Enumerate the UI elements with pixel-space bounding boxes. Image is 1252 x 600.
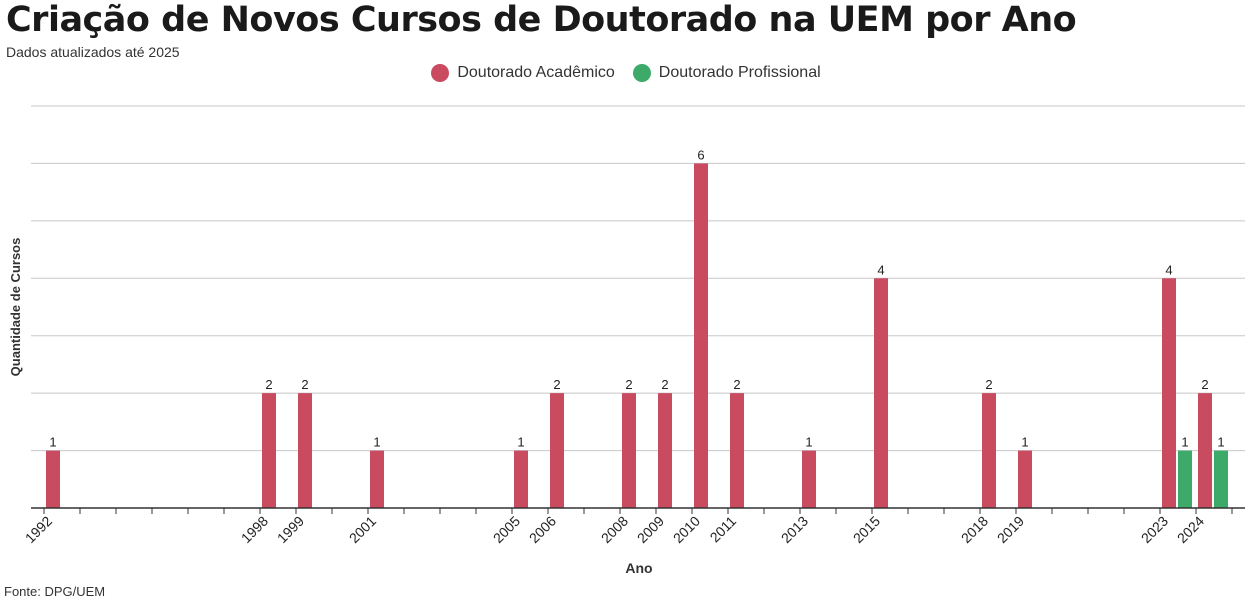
data-label-academico-2009: 2 — [661, 377, 668, 392]
data-label-academico-2001: 1 — [373, 435, 380, 450]
bar-academico-1992[interactable] — [46, 450, 60, 508]
x-tick-label-2006: 2006 — [526, 513, 559, 546]
data-labels: 1 2 2 1 1 2 2 2 6 2 1 4 2 1 4 2 1 1 — [49, 147, 1224, 449]
data-label-academico-2008: 2 — [625, 377, 632, 392]
bar-academico-2006[interactable] — [550, 393, 564, 508]
data-label-academico-2006: 2 — [553, 377, 560, 392]
data-label-academico-2018: 2 — [985, 377, 992, 392]
data-label-academico-1998: 2 — [265, 377, 272, 392]
x-tick-label-2001: 2001 — [346, 513, 379, 546]
data-label-academico-2019: 1 — [1021, 435, 1028, 450]
legend-swatch-profissional — [632, 64, 651, 82]
data-label-academico-1999: 2 — [301, 377, 308, 392]
bar-academico-2024[interactable] — [1198, 393, 1212, 508]
x-tick-label-2011: 2011 — [707, 513, 740, 546]
source-note: Fonte: DPG/UEM — [4, 584, 106, 599]
x-tick-label-2013: 2013 — [778, 513, 811, 546]
bar-academico-2019[interactable] — [1018, 450, 1032, 508]
data-label-academico-1992: 1 — [49, 435, 56, 450]
x-tick-label-2005: 2005 — [490, 513, 523, 546]
data-label-academico-2013: 1 — [805, 435, 812, 450]
bar-academico-2009[interactable] — [658, 393, 672, 508]
chart-legend: Doutorado Acadêmico Doutorado Profission… — [0, 64, 1252, 82]
bar-academico-2013[interactable] — [802, 450, 816, 508]
x-tick-label-2023: 2023 — [1138, 513, 1171, 546]
legend-swatch-academico — [431, 64, 450, 82]
bar-academico-1998[interactable] — [262, 393, 276, 508]
bar-academico-2005[interactable] — [514, 450, 528, 508]
legend-item-academico[interactable]: Doutorado Acadêmico — [431, 64, 615, 82]
data-label-academico-2023: 4 — [1165, 262, 1172, 277]
bar-profissional-2024[interactable] — [1214, 450, 1228, 508]
x-tick-label-2024: 2024 — [1174, 513, 1207, 546]
x-tick-label-1992: 1992 — [22, 513, 55, 546]
bar-academico-2011[interactable] — [730, 393, 744, 508]
chart-subtitle: Dados atualizados até 2025 — [6, 44, 180, 60]
bar-academico-2018[interactable] — [982, 393, 996, 508]
data-label-academico-2005: 1 — [517, 435, 524, 450]
data-label-academico-2010: 6 — [697, 147, 704, 162]
bars — [46, 163, 1228, 508]
data-label-academico-2015: 4 — [877, 262, 884, 277]
data-label-profissional-2023: 1 — [1181, 435, 1188, 450]
data-label-academico-2011: 2 — [733, 377, 740, 392]
x-axis-title: Ano — [625, 560, 652, 576]
x-tick-label-2018: 2018 — [958, 513, 991, 546]
bar-academico-2015[interactable] — [874, 278, 888, 508]
x-axis: 1992 1998 1999 2001 2005 2006 2008 2009 2010 2011… — [22, 507, 1245, 546]
x-tick-label-1998: 1998 — [238, 513, 271, 546]
legend-label-profissional: Doutorado Profissional — [658, 64, 821, 81]
bar-academico-2023[interactable] — [1162, 278, 1176, 508]
y-axis-title: Quantidade de Cursos — [8, 238, 23, 377]
x-tick-label-2015: 2015 — [850, 513, 883, 546]
bar-academico-2008[interactable] — [622, 393, 636, 508]
bar-academico-2001[interactable] — [370, 450, 384, 508]
bar-academico-2010[interactable] — [694, 163, 708, 508]
data-label-profissional-2024: 1 — [1217, 435, 1224, 450]
bar-academico-1999[interactable] — [298, 393, 312, 508]
x-tick-label-2019: 2019 — [994, 513, 1027, 546]
data-label-academico-2024: 2 — [1201, 377, 1208, 392]
legend-item-profissional[interactable]: Doutorado Profissional — [632, 64, 821, 82]
gridlines — [31, 105, 1245, 452]
x-tick-label-2008: 2008 — [598, 513, 631, 546]
x-tick-label-1999: 1999 — [274, 513, 307, 546]
x-tick-label-2010: 2010 — [670, 513, 703, 546]
x-tick-label-2009: 2009 — [634, 513, 667, 546]
bar-profissional-2023[interactable] — [1178, 450, 1192, 508]
chart-title: Criação de Novos Cursos de Doutorado na … — [6, 0, 1077, 40]
legend-label-academico: Doutorado Acadêmico — [457, 64, 615, 81]
